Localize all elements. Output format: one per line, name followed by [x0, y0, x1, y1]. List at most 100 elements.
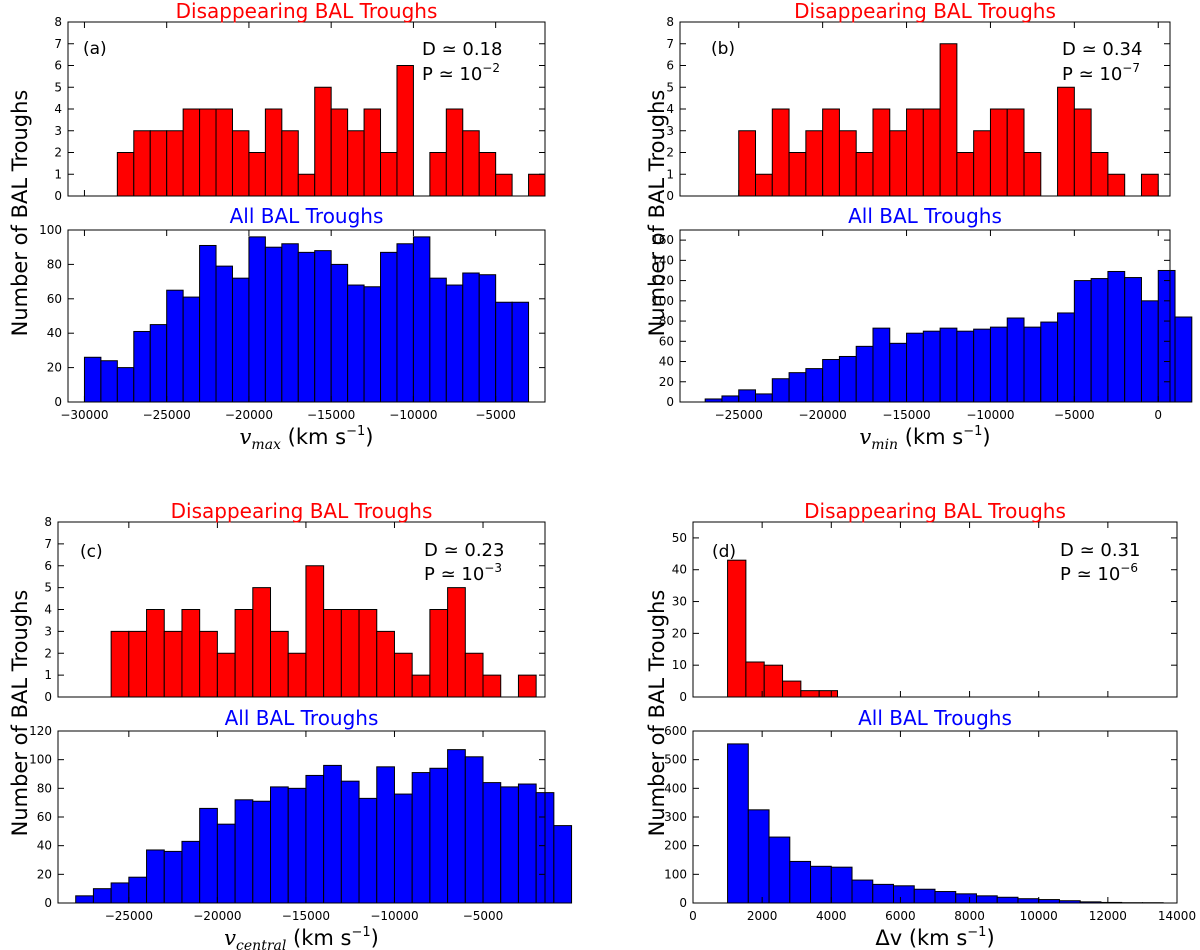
x-axis-label: vmin (km s−1) [859, 424, 990, 453]
histogram-bar [270, 786, 289, 904]
histogram-bar [264, 246, 283, 403]
y-tick-label: 1 [44, 668, 52, 682]
histogram-bar [330, 108, 349, 197]
disappearing-title: Disappearing BAL Troughs [176, 0, 438, 23]
histogram-bar [989, 326, 1008, 403]
x-tick-label: −30000 [60, 408, 108, 422]
histogram-bar [1157, 269, 1176, 403]
histogram-bar [411, 772, 431, 904]
histogram-bar [872, 108, 891, 197]
histogram-bar [738, 389, 757, 403]
histogram-bar [738, 130, 757, 197]
histogram-bar [323, 764, 342, 904]
top-subplot: 0 1 2 3 4 5 6 7 8 Disappearing BAL Troughs [54, 0, 546, 203]
histogram-bar [788, 152, 807, 197]
histogram-bar [822, 108, 840, 197]
histogram-bar [1006, 108, 1025, 197]
stat-p-value: P ≃ 10−2 [422, 61, 500, 85]
histogram-bar [149, 324, 168, 403]
histogram-bar [199, 108, 217, 197]
bottom-subplot: 0 20 40 60 80 100 120 140 160 −25000 −20000 −15000 −… [651, 204, 1193, 422]
x-tick-label: −15000 [307, 408, 355, 422]
histogram-bar [149, 130, 168, 197]
histogram-bar [252, 800, 272, 904]
histogram-bar [517, 783, 537, 904]
x-label-exponent: −1 [967, 925, 986, 940]
histogram-bar [215, 265, 233, 403]
stat-d-value: D ≃ 0.34 [1062, 39, 1142, 60]
histogram-bar [287, 652, 307, 698]
x-tick-label: −15000 [882, 408, 930, 422]
histogram-bar [128, 876, 148, 904]
histogram-bar [281, 243, 299, 403]
histogram-bar [133, 330, 151, 403]
y-axis-label: Number of BAL Troughs [645, 90, 669, 337]
stat-p-value: P ≃ 10−3 [424, 561, 502, 585]
stat-p-value: P ≃ 10−6 [1060, 561, 1138, 585]
histogram-bar [906, 108, 924, 197]
histogram-bar [163, 630, 183, 698]
y-tick-label: 0 [679, 690, 687, 704]
histogram-bar [305, 774, 325, 904]
histogram-bar [305, 565, 325, 698]
histogram-bar [889, 130, 908, 197]
y-tick-label: 20 [672, 626, 687, 640]
x-tick-label: 6000 [885, 909, 916, 923]
stat-d-value: D ≃ 0.18 [422, 39, 502, 60]
all-troughs-title: All BAL Troughs [848, 204, 1002, 228]
histogram-bar [281, 130, 299, 197]
y-tick-label: 500 [664, 753, 687, 767]
histogram-bar [872, 883, 895, 904]
y-tick-label: 0 [666, 395, 674, 409]
histogram-bar [1017, 898, 1040, 904]
y-tick-label: 100 [29, 753, 52, 767]
histogram-bar [771, 108, 790, 197]
x-axis-label: Δv (km s−1) [875, 925, 994, 950]
y-tick-label: 60 [659, 334, 674, 348]
histogram-bar [199, 807, 218, 904]
histogram-bar [973, 328, 991, 403]
histogram-bar [248, 152, 266, 197]
histogram-bar [805, 368, 824, 403]
histogram-bar [727, 743, 749, 904]
stat-p-base: P ≃ 10 [1060, 564, 1120, 585]
stat-p-base: P ≃ 10 [422, 64, 482, 85]
histogram-bar [973, 130, 991, 197]
x-label-subscript: min [871, 437, 898, 453]
x-label-exponent: −1 [963, 424, 982, 439]
histogram-bar [922, 108, 941, 197]
histogram-bar [478, 274, 497, 403]
x-label-symbol: Δv [875, 926, 902, 950]
all-troughs-title: All BAL Troughs [858, 706, 1012, 730]
stat-p-exponent: −6 [1120, 561, 1138, 575]
histogram-bar [1040, 321, 1059, 403]
y-tick-label: 10 [672, 658, 687, 672]
histogram-bar [1140, 300, 1159, 403]
y-tick-label: 20 [37, 867, 52, 881]
histogram-bar [763, 664, 784, 698]
histogram-bar [1090, 278, 1109, 403]
histogram-bar [913, 888, 936, 904]
stat-p-exponent: −2 [482, 61, 500, 75]
histogram-bar [429, 277, 447, 403]
histogram-bar [314, 250, 332, 403]
y-tick-label: 8 [44, 515, 52, 529]
y-tick-label: 8 [666, 15, 674, 29]
histogram-bar [110, 882, 130, 904]
chart-panel-a: 0 1 2 3 4 5 6 7 8 Disappearing BAL Troughs 0 20 40 60… [8, 0, 546, 453]
histogram-bar [1023, 326, 1042, 403]
y-tick-label: 8 [54, 15, 62, 29]
x-label-symbol: v [240, 425, 252, 449]
histogram-bar [745, 661, 765, 698]
histogram-bar [380, 251, 398, 403]
histogram-bar [939, 327, 958, 403]
x-tick-label: 8000 [954, 909, 985, 923]
y-tick-label: 40 [672, 563, 687, 577]
y-tick-label: 20 [47, 361, 62, 375]
histogram-bar [363, 108, 382, 197]
histogram-bar [166, 130, 184, 197]
stat-d-value: D ≃ 0.31 [1060, 540, 1140, 561]
axes-frame [67, 229, 546, 403]
histogram-bar [528, 173, 546, 197]
